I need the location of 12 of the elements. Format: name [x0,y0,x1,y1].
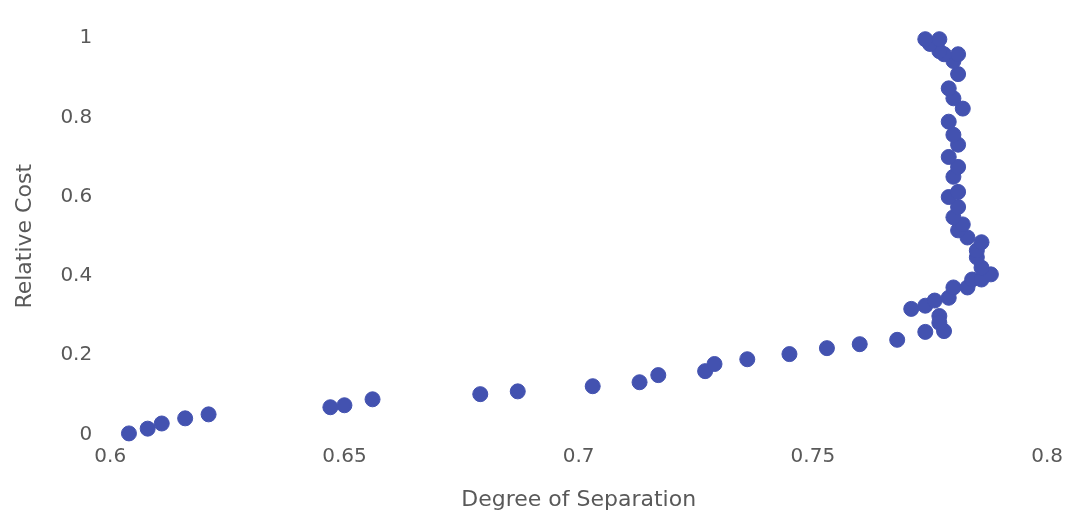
y-tick-label: 0.2 [60,341,93,366]
y-tick-label: 1 [79,24,93,49]
x-tick-label: 0.75 [790,442,836,467]
x-axis-title: Degree of Separation [461,485,697,511]
y-tick-label: 0.4 [60,262,93,287]
y-axis-title: Relative Cost [10,163,36,309]
y-tick-label: 0.6 [60,182,93,207]
y-tick-label: 0 [79,420,93,445]
x-tick-label: 0.8 [1031,442,1063,467]
y-tick-label: 0.8 [60,103,93,128]
x-tick-label: 0.7 [562,442,595,467]
x-tick-label: 0.65 [322,442,367,467]
